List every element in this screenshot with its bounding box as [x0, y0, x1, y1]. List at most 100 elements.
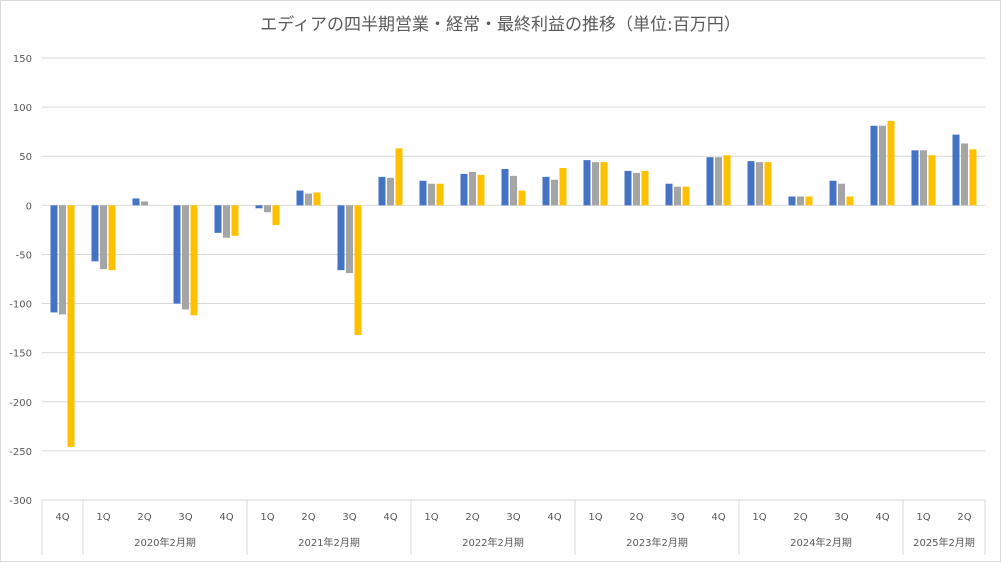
x-tick-label: 4Q	[55, 512, 69, 523]
bar-series1	[747, 161, 755, 206]
x-tick-label: 3Q	[834, 512, 848, 523]
bar-series2	[879, 125, 886, 206]
bar-series1	[624, 170, 632, 206]
x-tick-label: 3Q	[342, 512, 356, 523]
bar-series1	[501, 168, 509, 206]
bar-series1	[788, 196, 796, 206]
bar-series3	[354, 205, 362, 335]
bar-series2	[346, 205, 353, 274]
bar-series2	[305, 193, 312, 206]
bar-series1	[870, 125, 878, 206]
bar-series2	[264, 205, 271, 213]
bar-series2	[141, 201, 148, 206]
bar-series1	[706, 157, 714, 206]
y-tick-label: -50	[16, 250, 32, 261]
bar-series1	[91, 205, 99, 262]
bar-series2	[510, 175, 517, 206]
bar-series1	[214, 205, 222, 233]
bar-series2	[920, 150, 927, 206]
bar-series2	[100, 205, 107, 270]
x-tick-label: 2Q	[465, 512, 479, 523]
bar-series3	[108, 205, 116, 271]
bar-series1	[296, 190, 304, 206]
group-label: 2021年2月期	[298, 536, 360, 549]
bar-series2	[961, 143, 968, 206]
x-tick-label: 1Q	[424, 512, 438, 523]
bar-series3	[887, 120, 895, 206]
group-label: 2025年2月期	[913, 536, 975, 549]
x-tick-label: 2Q	[301, 512, 315, 523]
bar-series2	[551, 179, 558, 206]
y-tick-label: 0	[26, 201, 32, 212]
bar-series2	[797, 196, 804, 206]
bar-series2	[469, 171, 476, 206]
group-label: 2022年2月期	[462, 536, 524, 549]
bar-series1	[460, 173, 468, 206]
bar-series3	[67, 205, 75, 447]
bar-series2	[387, 177, 394, 206]
bar-series1	[132, 198, 140, 206]
bar-series1	[50, 205, 58, 313]
bar-series3	[600, 162, 608, 206]
x-tick-label: 2Q	[137, 512, 151, 523]
bar-series1	[337, 205, 345, 271]
bar-series1	[173, 205, 181, 304]
bar-series3	[559, 168, 567, 206]
x-tick-label: 4Q	[219, 512, 233, 523]
bar-series2	[756, 162, 763, 206]
x-tick-label: 3Q	[178, 512, 192, 523]
bar-series2	[592, 162, 599, 206]
bar-series1	[378, 176, 386, 206]
chart-title: エディアの四半期営業・経常・最終利益の推移（単位:百万円）	[260, 15, 741, 35]
bar-series2	[428, 183, 435, 206]
y-tick-label: -300	[9, 496, 32, 507]
x-tick-label: 4Q	[711, 512, 725, 523]
x-tick-label: 2Q	[793, 512, 807, 523]
bar-series3	[190, 205, 198, 316]
bar-series3	[518, 190, 526, 206]
group-label: 2020年2月期	[134, 536, 196, 549]
bar-series1	[911, 150, 919, 206]
y-tick-label: -150	[9, 349, 32, 360]
bar-series2	[715, 157, 722, 206]
bar-series3	[231, 205, 239, 236]
bar-series3	[477, 174, 485, 206]
bar-series3	[682, 186, 690, 206]
group-label: 2024年2月期	[790, 536, 852, 549]
x-tick-label: 2Q	[957, 512, 971, 523]
bar-series1	[665, 183, 673, 206]
bar-series3	[969, 149, 977, 206]
bar-series1	[583, 160, 591, 206]
bar-series1	[829, 180, 837, 206]
bar-series2	[674, 186, 681, 206]
bar-series3	[764, 162, 772, 206]
x-tick-label: 1Q	[752, 512, 766, 523]
x-tick-label: 1Q	[260, 512, 274, 523]
x-tick-label: 4Q	[875, 512, 889, 523]
x-tick-label: 1Q	[916, 512, 930, 523]
x-tick-label: 2Q	[629, 512, 643, 523]
bar-series3	[395, 148, 403, 206]
bar-series2	[223, 205, 230, 238]
x-tick-label: 3Q	[506, 512, 520, 523]
bar-series3	[272, 205, 280, 225]
x-tick-label: 1Q	[96, 512, 110, 523]
bar-series1	[542, 176, 550, 206]
x-tick-label: 3Q	[670, 512, 684, 523]
bar-series2	[59, 205, 66, 315]
y-tick-label: 50	[19, 152, 32, 163]
x-tick-label: 4Q	[547, 512, 561, 523]
y-tick-label: 100	[13, 103, 32, 114]
group-label: 2023年2月期	[626, 536, 688, 549]
y-tick-label: 150	[13, 54, 32, 65]
bar-series2	[838, 183, 845, 206]
bar-series1	[952, 134, 960, 206]
bar-series3	[641, 170, 649, 206]
y-tick-label: -100	[9, 300, 32, 311]
bar-series3	[846, 196, 854, 206]
bar-series3	[928, 155, 936, 206]
x-tick-label: 4Q	[383, 512, 397, 523]
y-tick-label: -200	[9, 398, 32, 409]
bar-series3	[723, 155, 731, 206]
